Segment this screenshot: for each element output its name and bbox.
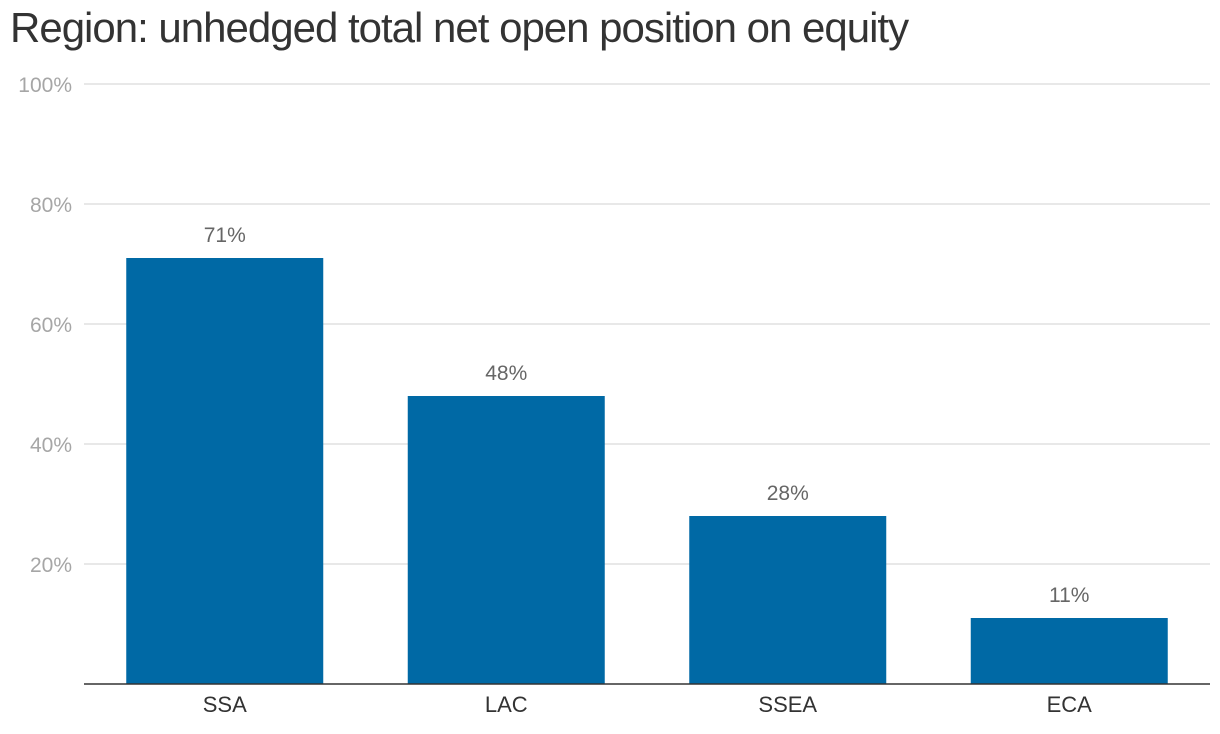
x-axis-categories: SSA LAC SSEA ECA <box>203 692 1092 717</box>
category-label-lac: LAC <box>485 692 528 717</box>
y-tick-label: 60% <box>30 314 72 337</box>
data-label-lac: 48% <box>485 362 527 385</box>
bar-ssea <box>689 516 887 684</box>
y-tick-label: 40% <box>30 434 72 457</box>
category-label-eca: ECA <box>1047 692 1093 717</box>
bars <box>126 258 1168 684</box>
category-label-ssa: SSA <box>203 692 247 717</box>
bar-ssa <box>126 258 324 684</box>
y-axis-ticks: 20% 40% 60% 80% 100% <box>18 74 72 577</box>
y-tick-label: 100% <box>18 74 72 97</box>
y-tick-label: 20% <box>30 554 72 577</box>
bar-lac <box>407 396 605 684</box>
y-tick-label: 80% <box>30 194 72 217</box>
chart-title: Region: unhedged total net open position… <box>10 4 909 51</box>
category-label-ssea: SSEA <box>758 692 817 717</box>
data-label-ssea: 28% <box>767 482 809 505</box>
data-labels: 71% 48% 28% 11% <box>204 224 1090 607</box>
data-label-ssa: 71% <box>204 224 246 247</box>
bar-eca <box>970 618 1168 684</box>
data-label-eca: 11% <box>1049 584 1089 607</box>
